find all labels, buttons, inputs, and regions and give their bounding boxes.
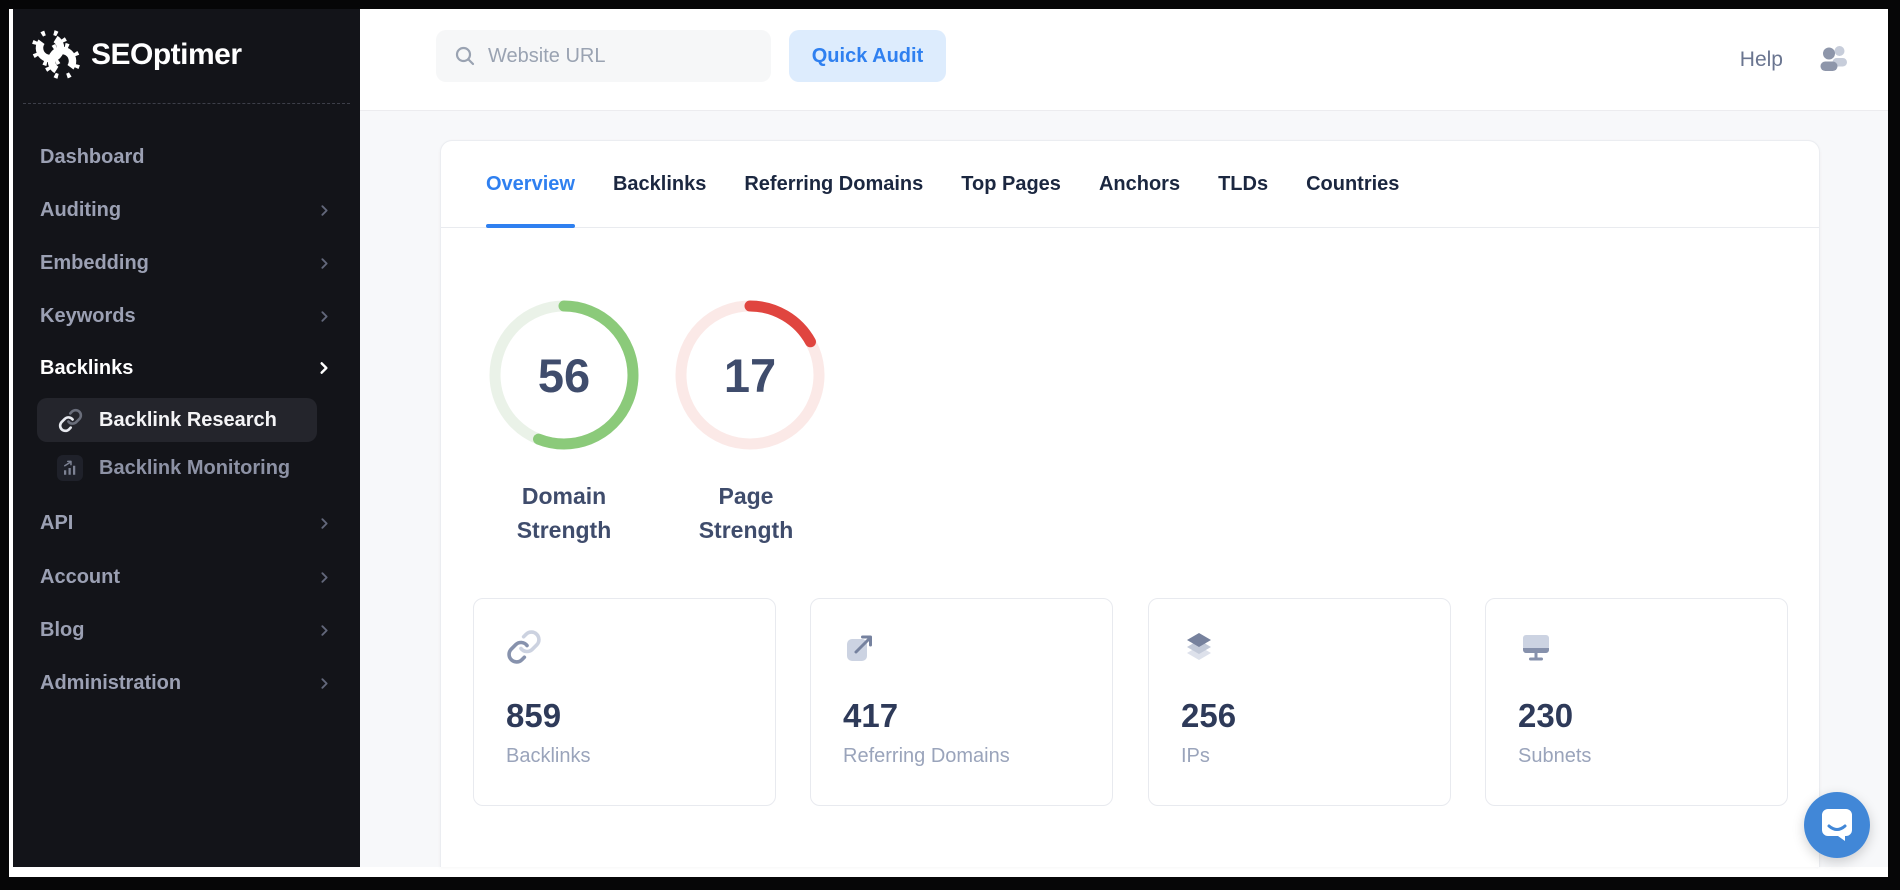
sidebar-item-label: Embedding xyxy=(40,251,149,274)
backlink-overview-panel: Overview Backlinks Referring Domains Top… xyxy=(440,140,1820,867)
sidebar-item-account[interactable]: Account xyxy=(27,555,346,599)
tab-tlds[interactable]: TLDs xyxy=(1218,172,1269,195)
tab-top-pages[interactable]: Top Pages xyxy=(961,172,1061,195)
sidebar-item-label: Dashboard xyxy=(40,145,145,168)
stat-label: Subnets xyxy=(1518,745,1592,767)
seoptimer-gear-logo-icon xyxy=(28,28,84,82)
top-bar: Quick Audit Help xyxy=(360,9,1888,110)
stat-card-backlinks: 859 Backlinks xyxy=(473,598,776,806)
link-icon xyxy=(57,407,83,433)
sidebar-item-administration[interactable]: Administration xyxy=(27,661,346,705)
brand-logo[interactable]: SEOptimer xyxy=(28,26,242,84)
sidebar-item-label: Account xyxy=(40,565,120,588)
main-content: Overview Backlinks Referring Domains Top… xyxy=(360,110,1888,867)
sidebar-divider xyxy=(23,103,350,104)
stat-label: Referring Domains xyxy=(843,745,1010,767)
chevron-right-icon xyxy=(318,677,331,690)
tab-backlinks[interactable]: Backlinks xyxy=(612,172,707,195)
tab-bar: Overview Backlinks Referring Domains Top… xyxy=(441,141,1819,228)
stat-value: 417 xyxy=(843,697,899,734)
sidebar-item-embedding[interactable]: Embedding xyxy=(27,241,346,285)
page-strength-label: Page Strength xyxy=(698,483,794,543)
sidebar-item-label: Auditing xyxy=(40,198,122,221)
sidebar-item-backlink-monitoring[interactable]: Backlink Monitoring xyxy=(37,446,317,490)
chevron-right-icon xyxy=(318,517,331,530)
stat-label: IPs xyxy=(1181,745,1210,767)
sidebar-item-label: Keywords xyxy=(40,304,136,327)
stat-card-ips: 256 IPs xyxy=(1148,598,1451,806)
chevron-right-icon xyxy=(318,624,331,637)
stat-value: 230 xyxy=(1518,697,1574,734)
layers-icon xyxy=(1181,629,1418,669)
sidebar-item-keywords[interactable]: Keywords xyxy=(27,294,346,338)
sidebar-item-dashboard[interactable]: Dashboard xyxy=(27,135,346,179)
tab-countries[interactable]: Countries xyxy=(1306,172,1400,195)
chevron-right-icon xyxy=(318,310,331,323)
sidebar-item-backlink-research[interactable]: Backlink Research xyxy=(37,398,317,442)
tab-referring-domains[interactable]: Referring Domains xyxy=(744,172,924,195)
domain-strength-gauge: 56 xyxy=(484,295,644,455)
tab-overview[interactable]: Overview xyxy=(486,141,575,228)
sidebar-item-backlinks[interactable]: Backlinks xyxy=(27,346,346,390)
page-strength-gauge: 17 xyxy=(670,295,830,455)
external-link-icon xyxy=(843,629,1080,669)
sidebar-item-label: Backlinks xyxy=(40,356,134,379)
chevron-right-icon xyxy=(317,361,331,375)
bar-chart-icon xyxy=(57,455,83,481)
sidebar-item-label: API xyxy=(40,511,74,534)
stat-card-subnets: 230 Subnets xyxy=(1485,598,1788,806)
sidebar-item-label: Backlink Monitoring xyxy=(99,456,291,479)
sidebar-item-api[interactable]: API xyxy=(27,501,346,545)
website-url-search[interactable] xyxy=(436,30,771,82)
brand-name: SEOptimer xyxy=(91,38,242,71)
sidebar: SEOptimer Dashboard Auditing Embedding K… xyxy=(13,9,360,867)
stat-value: 256 xyxy=(1181,697,1237,734)
chat-bubble-button[interactable] xyxy=(1804,792,1870,858)
stat-label: Backlinks xyxy=(506,745,591,767)
sidebar-item-auditing[interactable]: Auditing xyxy=(27,188,346,232)
stat-card-referring-domains: 417 Referring Domains xyxy=(810,598,1113,806)
page-strength-value: 17 xyxy=(723,348,777,402)
tab-anchors[interactable]: Anchors xyxy=(1098,172,1181,195)
monitor-icon xyxy=(1518,629,1755,669)
sidebar-item-label: Backlink Research xyxy=(99,408,277,431)
app-window: SEOptimer Dashboard Auditing Embedding K… xyxy=(9,9,1888,877)
quick-audit-button[interactable]: Quick Audit xyxy=(789,30,946,82)
search-input[interactable] xyxy=(488,44,753,68)
sidebar-item-blog[interactable]: Blog xyxy=(27,608,346,652)
domain-strength-label: Domain Strength xyxy=(516,483,612,543)
chevron-right-icon xyxy=(318,257,331,270)
link-icon xyxy=(506,629,743,669)
help-link[interactable]: Help xyxy=(1739,47,1783,71)
chevron-right-icon xyxy=(318,204,331,217)
user-account-icon[interactable] xyxy=(1816,42,1852,76)
search-icon xyxy=(454,45,476,67)
sidebar-item-label: Administration xyxy=(40,671,182,694)
sidebar-item-label: Blog xyxy=(40,618,85,641)
stat-value: 859 xyxy=(506,697,562,734)
chevron-right-icon xyxy=(318,571,331,584)
domain-strength-value: 56 xyxy=(537,348,591,402)
